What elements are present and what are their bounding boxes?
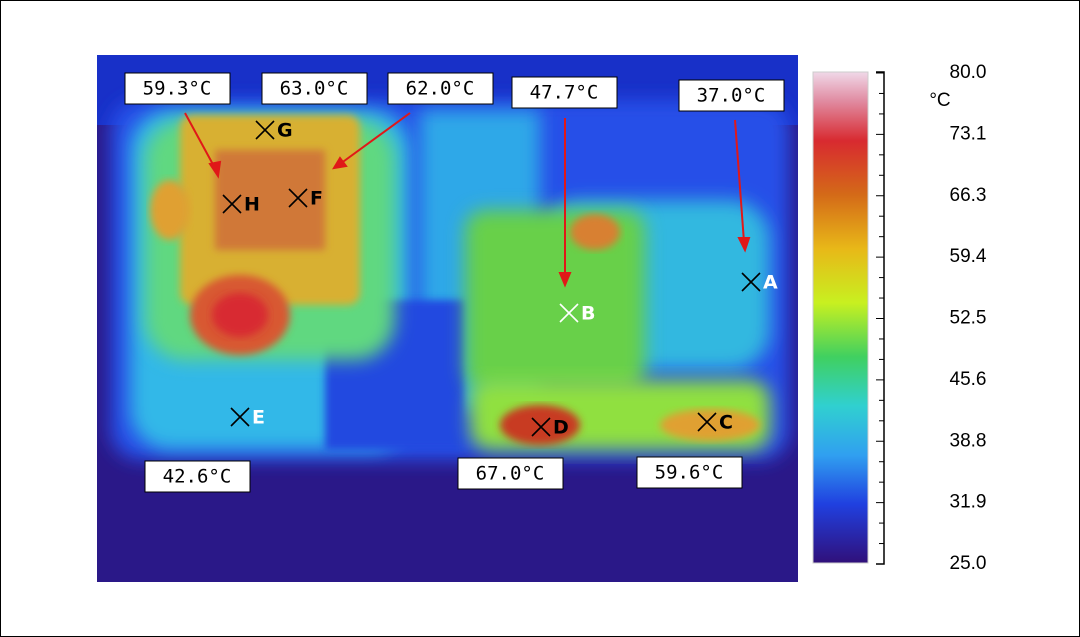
point-label: D [553,417,569,439]
colorbar-tick-label: 59.4 [950,246,987,267]
callout-label: 67.0°C [476,463,545,485]
callout-box [636,456,743,489]
colorbar-ticks: 80.0 73.1 66.3 59.4 52.5 45.6 38.8 31.9 25.0 [876,62,987,574]
point-label: C [719,412,733,434]
point-marker [255,120,275,140]
point-label: B [581,303,595,325]
callout-label: 42.6°C [163,466,232,488]
callout-box [678,79,785,112]
point-marker [288,188,308,208]
callout-label: 47.7°C [530,82,599,104]
callout-box [144,460,251,493]
callout-box [457,457,564,490]
callout-label: 37.0°C [697,85,766,107]
colorbar [812,71,885,565]
point-label: G [277,120,293,142]
point-marker [697,412,717,432]
unit: °C [929,90,950,111]
callouts: 59.3°C 63.0°C 62.0°C 47.7°C 37.0°C 42.6°C 67.0… [124,72,785,493]
callout-box [387,72,494,105]
colorbar-tick-label: 66.3 [950,185,987,206]
point-label: F [310,188,323,210]
colorbar-tick-label: 25.0 [950,553,987,574]
point-marker [230,407,250,427]
point-label: A [763,272,778,294]
callout-box [124,72,231,105]
callout-label: 59.6°C [655,462,724,484]
colorbar-tick-label: 80.0 [950,62,987,83]
point-marker [559,303,579,323]
point-label: H [244,194,260,216]
thermal-image [97,55,798,582]
callout-box [261,72,368,105]
point-label: E [252,407,265,429]
points: G H F A B E D C [222,120,778,439]
colorbar-tick-label: 73.1 [950,123,987,144]
point-marker [741,272,761,292]
callout-label: 62.0°C [406,78,475,100]
colorbar-tick-label: 52.5 [950,308,987,329]
point-marker [531,417,551,437]
callout-label: 59.3°C [143,78,212,100]
callout-label: 63.0°C [280,78,349,100]
colorbar-tick-label: 45.6 [950,369,987,390]
callout-box [511,76,618,109]
colorbar-tick-label: 38.8 [950,430,987,451]
arrows [184,112,751,288]
colorbar-tick-label: 31.9 [950,492,987,513]
point-marker [222,194,242,214]
